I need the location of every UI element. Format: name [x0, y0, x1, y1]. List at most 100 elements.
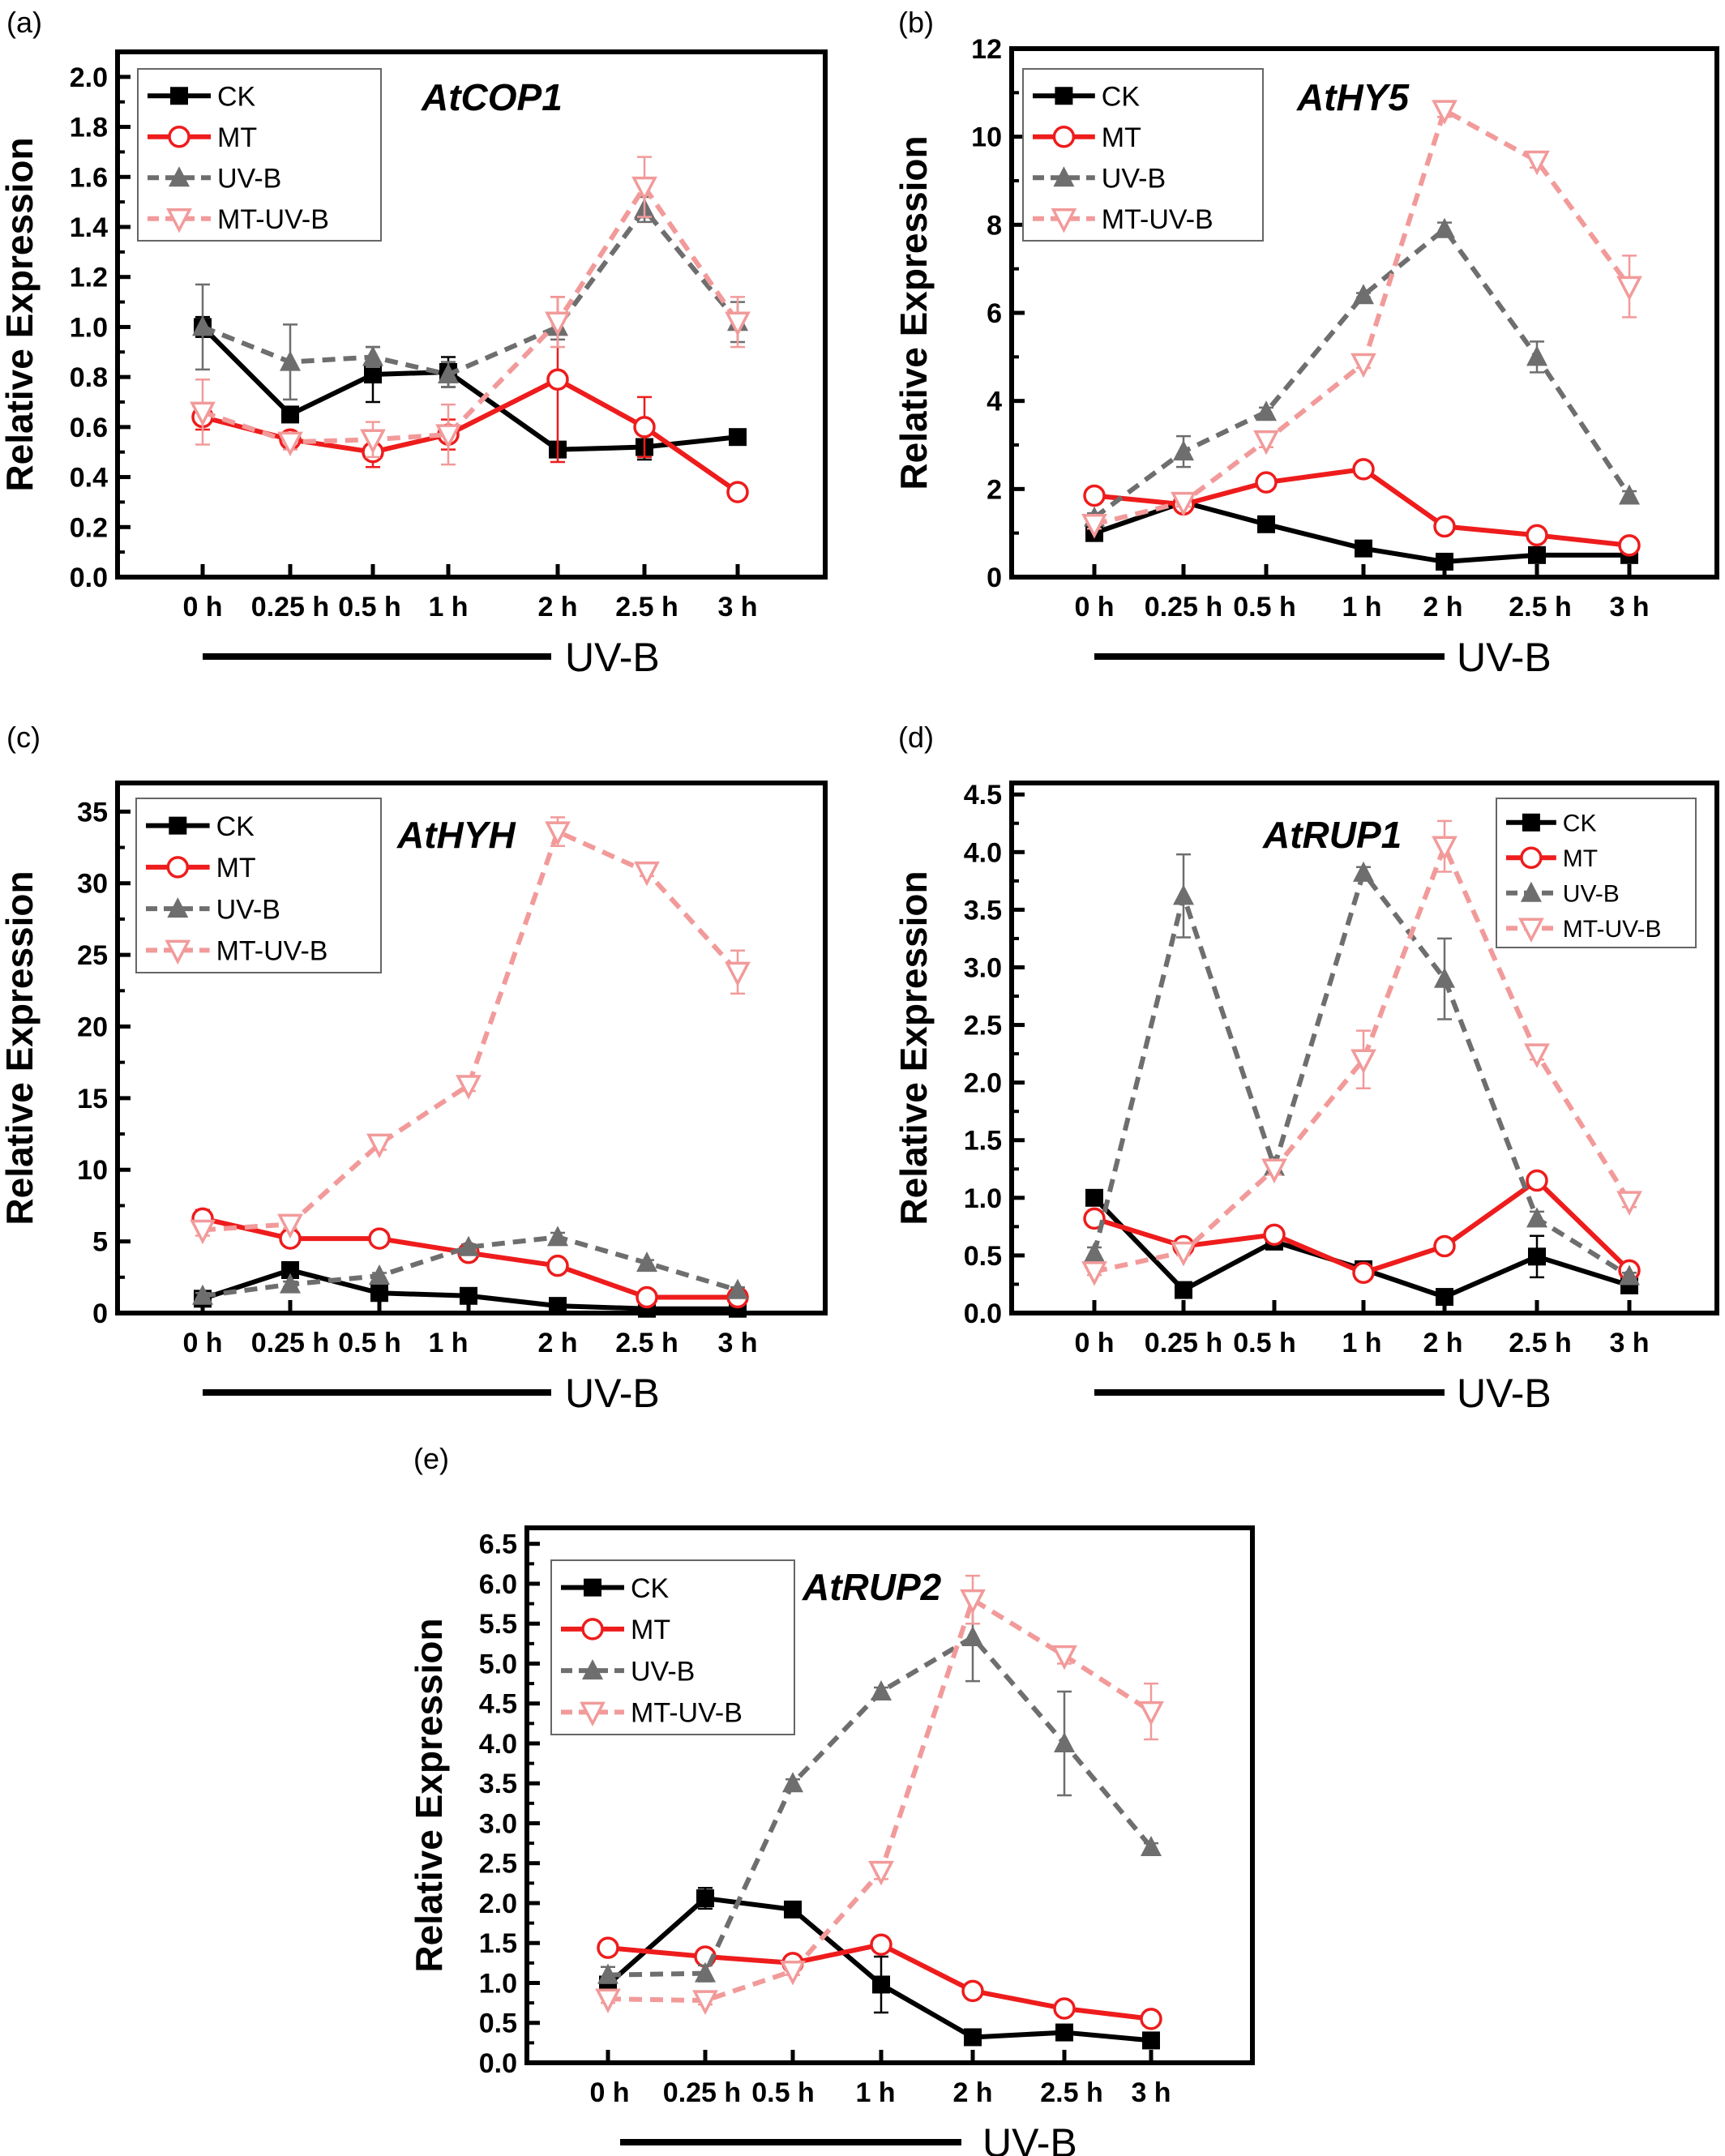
data-point — [871, 1679, 892, 1700]
data-point — [1433, 1234, 1456, 1258]
y-tick-label: 2.0 — [964, 1068, 1002, 1099]
data-point — [1619, 484, 1640, 505]
legend-label: MT — [216, 853, 256, 883]
panel-label: (a) — [6, 6, 42, 39]
data-point — [545, 311, 571, 337]
data-point — [1173, 884, 1194, 905]
legend-label: CK — [216, 811, 255, 842]
plot-frame — [1009, 781, 1719, 1315]
data-point — [1261, 1158, 1287, 1184]
series-mt — [1083, 1169, 1641, 1284]
panel-label: (c) — [6, 721, 41, 754]
x-axis-label: UV-B — [982, 2120, 1077, 2156]
x-tick-label: 3 h — [1609, 592, 1649, 622]
data-point — [368, 1227, 391, 1250]
series-mt-uv-b — [595, 1574, 1164, 2015]
series-mt-uv-b — [190, 156, 751, 466]
data-point — [460, 1286, 477, 1305]
data-point — [369, 1264, 390, 1285]
y-tick-label: 0 — [92, 1298, 108, 1329]
x-tick-label: 1 h — [1342, 1328, 1381, 1358]
y-tick-label: 20 — [77, 1012, 108, 1042]
y-tick-label: 1.6 — [70, 162, 108, 193]
data-point — [281, 1260, 299, 1279]
data-point — [360, 429, 386, 455]
y-tick-label: 0 — [987, 563, 1002, 593]
y-tick-label: 0.5 — [479, 2008, 517, 2039]
y-tick-label: 2.0 — [479, 1889, 517, 1919]
y-tick-label: 0.6 — [70, 413, 108, 443]
y-tick-label: 12 — [971, 34, 1002, 65]
legend-label: MT — [217, 122, 257, 153]
data-point — [636, 1285, 658, 1309]
y-axis-label: Relative Expression — [0, 137, 41, 491]
y-tick-label: 1.0 — [70, 312, 108, 343]
data-point — [870, 1933, 892, 1956]
chart-panel-3: (c) 0 5 10 15 20 25 30 35 0 h 0.25 h 0.5 h 1 h 2 h 2.5… — [0, 721, 828, 1416]
data-point — [726, 481, 749, 503]
data-point — [633, 416, 656, 438]
x-tick-label: 2.5 h — [1040, 2077, 1102, 2108]
y-tick-label: 2.0 — [70, 62, 108, 93]
data-point — [872, 1975, 890, 1994]
data-point — [1051, 1645, 1077, 1670]
x-tick-label: 0 h — [182, 592, 222, 622]
data-point — [780, 1960, 806, 1986]
legend-label: UV-B — [1563, 881, 1620, 908]
data-point — [1434, 217, 1455, 238]
legend-label: MT — [631, 1615, 670, 1645]
legend-marker — [1052, 126, 1076, 148]
legend-marker — [1055, 87, 1073, 105]
legend-marker — [582, 1659, 603, 1680]
data-point — [280, 350, 301, 371]
data-point — [546, 1254, 569, 1277]
legend-label: MT-UV-B — [216, 936, 328, 967]
chart-title: AtCOP1 — [421, 76, 563, 118]
plot-frame — [1009, 46, 1719, 580]
data-point — [281, 405, 299, 424]
data-point — [1053, 1997, 1076, 2020]
plot-frame — [115, 781, 828, 1315]
legend-marker — [170, 87, 188, 105]
legend-marker — [166, 856, 190, 879]
series-uv-b — [192, 1226, 748, 1305]
data-point — [597, 1936, 619, 1959]
y-tick-label: 1.0 — [964, 1183, 1002, 1214]
legend-label: MT-UV-B — [217, 204, 329, 235]
y-tick-label: 3.5 — [479, 1769, 517, 1799]
x-tick-label: 3 h — [1131, 2077, 1171, 2108]
x-tick-label: 2.5 h — [1509, 592, 1571, 622]
data-point — [1350, 1049, 1376, 1075]
x-tick-label: 0 h — [1074, 1328, 1114, 1358]
data-point — [1355, 539, 1372, 558]
y-tick-label: 4 — [987, 387, 1002, 417]
legend-marker — [1053, 166, 1075, 187]
x-tick-label: 0.25 h — [1145, 592, 1222, 622]
data-point — [1257, 515, 1275, 533]
data-point — [1085, 1188, 1103, 1207]
legend-marker — [1520, 881, 1542, 902]
x-tick-label: 1 h — [428, 1328, 468, 1358]
data-point — [1526, 1207, 1547, 1228]
legend-label: MT-UV-B — [1102, 204, 1213, 235]
data-point — [1081, 1261, 1107, 1286]
legend-marker — [1518, 918, 1544, 943]
data-point — [1616, 1191, 1642, 1216]
data-point — [1141, 1836, 1162, 1857]
x-tick-label: 0.25 h — [251, 592, 329, 622]
legend-label: UV-B — [217, 163, 281, 194]
legend-marker — [169, 166, 190, 187]
data-point — [1173, 440, 1194, 461]
data-point — [364, 366, 382, 384]
legend-marker — [169, 816, 187, 835]
legend-label: CK — [217, 81, 256, 112]
legend-marker — [1051, 208, 1077, 233]
data-point — [192, 315, 213, 336]
legend-marker — [580, 1701, 606, 1727]
y-tick-label: 1.2 — [70, 263, 108, 293]
data-point — [366, 1133, 392, 1159]
data-point — [696, 1889, 714, 1908]
data-point — [277, 431, 303, 457]
y-tick-label: 3.0 — [964, 952, 1002, 983]
x-tick-label: 1 h — [1342, 592, 1381, 622]
